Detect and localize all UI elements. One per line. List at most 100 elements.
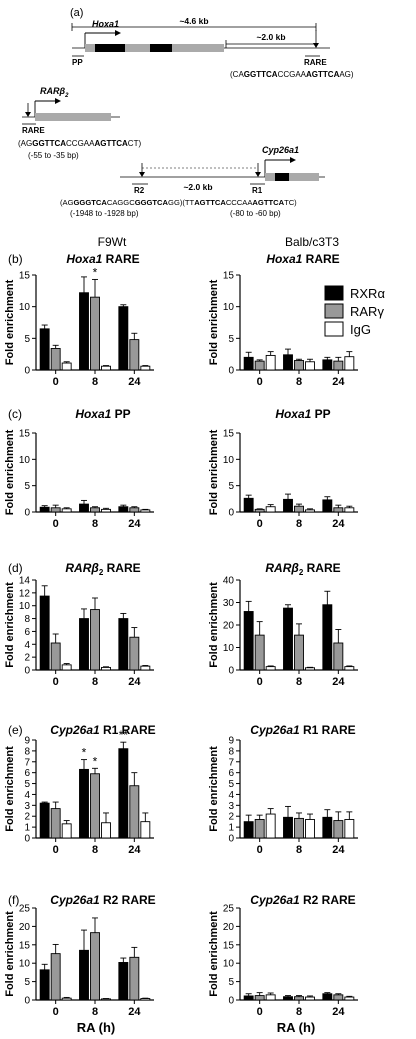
y-tick-label: 0 (24, 508, 30, 519)
y-tick-label: 2 (24, 812, 30, 823)
y-tick-label: 6 (24, 768, 30, 779)
bar (129, 507, 140, 513)
y-axis-label: Fold enrichment (208, 746, 220, 832)
bar (39, 595, 50, 671)
cyp26a1-rare-sequence: (AGGGGTCACAGGCGGGTCAGG)(TTAGTTCACCCAAAGT… (60, 198, 297, 207)
y-tick-label: 15 (223, 271, 235, 282)
hoxa1-pp-label: PP (72, 58, 83, 67)
x-tick-label: 8 (92, 676, 98, 688)
chart-title: Cyp26a1 R2 RARE (250, 893, 355, 907)
y-tick-label: 7 (24, 757, 30, 768)
bar (265, 813, 276, 839)
cyp26a1-r2-position: (-1948 to -1928 bp) (70, 209, 139, 218)
y-tick-label: 0 (228, 666, 234, 677)
y-tick-label: 25 (19, 904, 31, 915)
bar (333, 820, 344, 839)
bar (333, 507, 344, 513)
y-tick-label: 5 (228, 334, 234, 345)
y-tick-label: 0 (24, 666, 30, 677)
x-tick-label: 24 (332, 1006, 345, 1018)
bar (294, 634, 304, 671)
y-tick-label: 5 (228, 779, 234, 790)
panel-label: (e) (8, 723, 23, 737)
y-tick-label: 3 (24, 801, 30, 812)
bar (254, 819, 265, 839)
y-tick-label: 1 (228, 823, 234, 834)
y-tick-label: 10 (223, 643, 235, 654)
bar (322, 359, 333, 371)
y-axis-label: Fold enrichment (208, 429, 220, 515)
x-tick-label: 8 (296, 1006, 302, 1018)
y-tick-label: 0 (228, 996, 234, 1007)
cyp26a1-locus: Cyp26a1 R2 R1 ~2.0 kb (AGGGGTCACAGGCGGGT… (60, 145, 325, 218)
x-tick-label: 24 (128, 376, 141, 388)
bar (118, 506, 129, 513)
bar (305, 361, 315, 371)
x-tick-label: 8 (92, 844, 98, 856)
y-tick-label: 6 (228, 768, 234, 779)
bar (294, 817, 304, 839)
y-tick-label: 5 (24, 779, 30, 790)
y-tick-label: 8 (228, 746, 234, 757)
x-tick-label: 8 (92, 518, 98, 530)
y-tick-label: 0 (228, 834, 234, 845)
bar (50, 507, 61, 513)
bar (322, 816, 333, 839)
y-tick-label: 12 (19, 588, 31, 599)
bar (79, 503, 89, 513)
bar (90, 296, 100, 371)
y-tick-label: 15 (19, 940, 31, 951)
bar (283, 816, 293, 839)
y-tick-label: 8 (24, 746, 30, 757)
y-tick-label: 14 (19, 576, 31, 587)
bar (101, 822, 111, 839)
panel-label: (b) (8, 252, 23, 266)
bar (254, 995, 265, 1001)
y-tick-label: 5 (228, 481, 234, 492)
x-tick-label: 24 (128, 518, 141, 530)
bar (344, 666, 355, 671)
y-axis-label: Fold enrichment (4, 582, 16, 668)
legend: RXRα RARγ IgG (324, 285, 385, 337)
y-tick-label: 10 (223, 455, 235, 466)
bar (101, 508, 111, 513)
chart-title: RARβ2 RARE (265, 561, 340, 577)
x-tick-label: 24 (332, 518, 345, 530)
bar (39, 328, 50, 371)
panel-label: (f) (8, 893, 19, 907)
x-tick-label: 8 (296, 376, 302, 388)
bar (294, 996, 304, 1001)
x-tick-label: 0 (257, 844, 263, 856)
bar (129, 956, 140, 1001)
hoxa1-gene-label: Hoxa1 (92, 19, 119, 29)
rarb2-rare-position: (-55 to -35 bp) (28, 151, 79, 160)
y-tick-label: 3 (228, 801, 234, 812)
bar (344, 356, 355, 371)
x-tick-label: 0 (53, 376, 59, 388)
x-tick-label: 8 (92, 376, 98, 388)
y-tick-label: 10 (19, 601, 31, 612)
bar (50, 348, 61, 371)
hoxa1-rare-label: RARE (304, 58, 327, 67)
bar (243, 611, 254, 671)
cyp26a1-r2-label: R2 (134, 186, 145, 195)
bar (90, 609, 100, 671)
y-tick-label: 0 (24, 834, 30, 845)
y-tick-label: 5 (24, 977, 30, 988)
y-tick-label: 2 (228, 812, 234, 823)
bar (305, 996, 315, 1001)
bar (305, 509, 315, 513)
hoxa1-span-rare: ~2.0 kb (256, 32, 285, 42)
bar (322, 499, 333, 513)
bar (333, 642, 344, 671)
bar (265, 506, 276, 513)
rarb2-locus: RARβ2 RARE (AGGGTTCACCGAAAGTTCACT) (-55 … (18, 86, 141, 160)
bar (344, 507, 355, 513)
bar (39, 802, 50, 839)
x-tick-label: 0 (257, 676, 263, 688)
